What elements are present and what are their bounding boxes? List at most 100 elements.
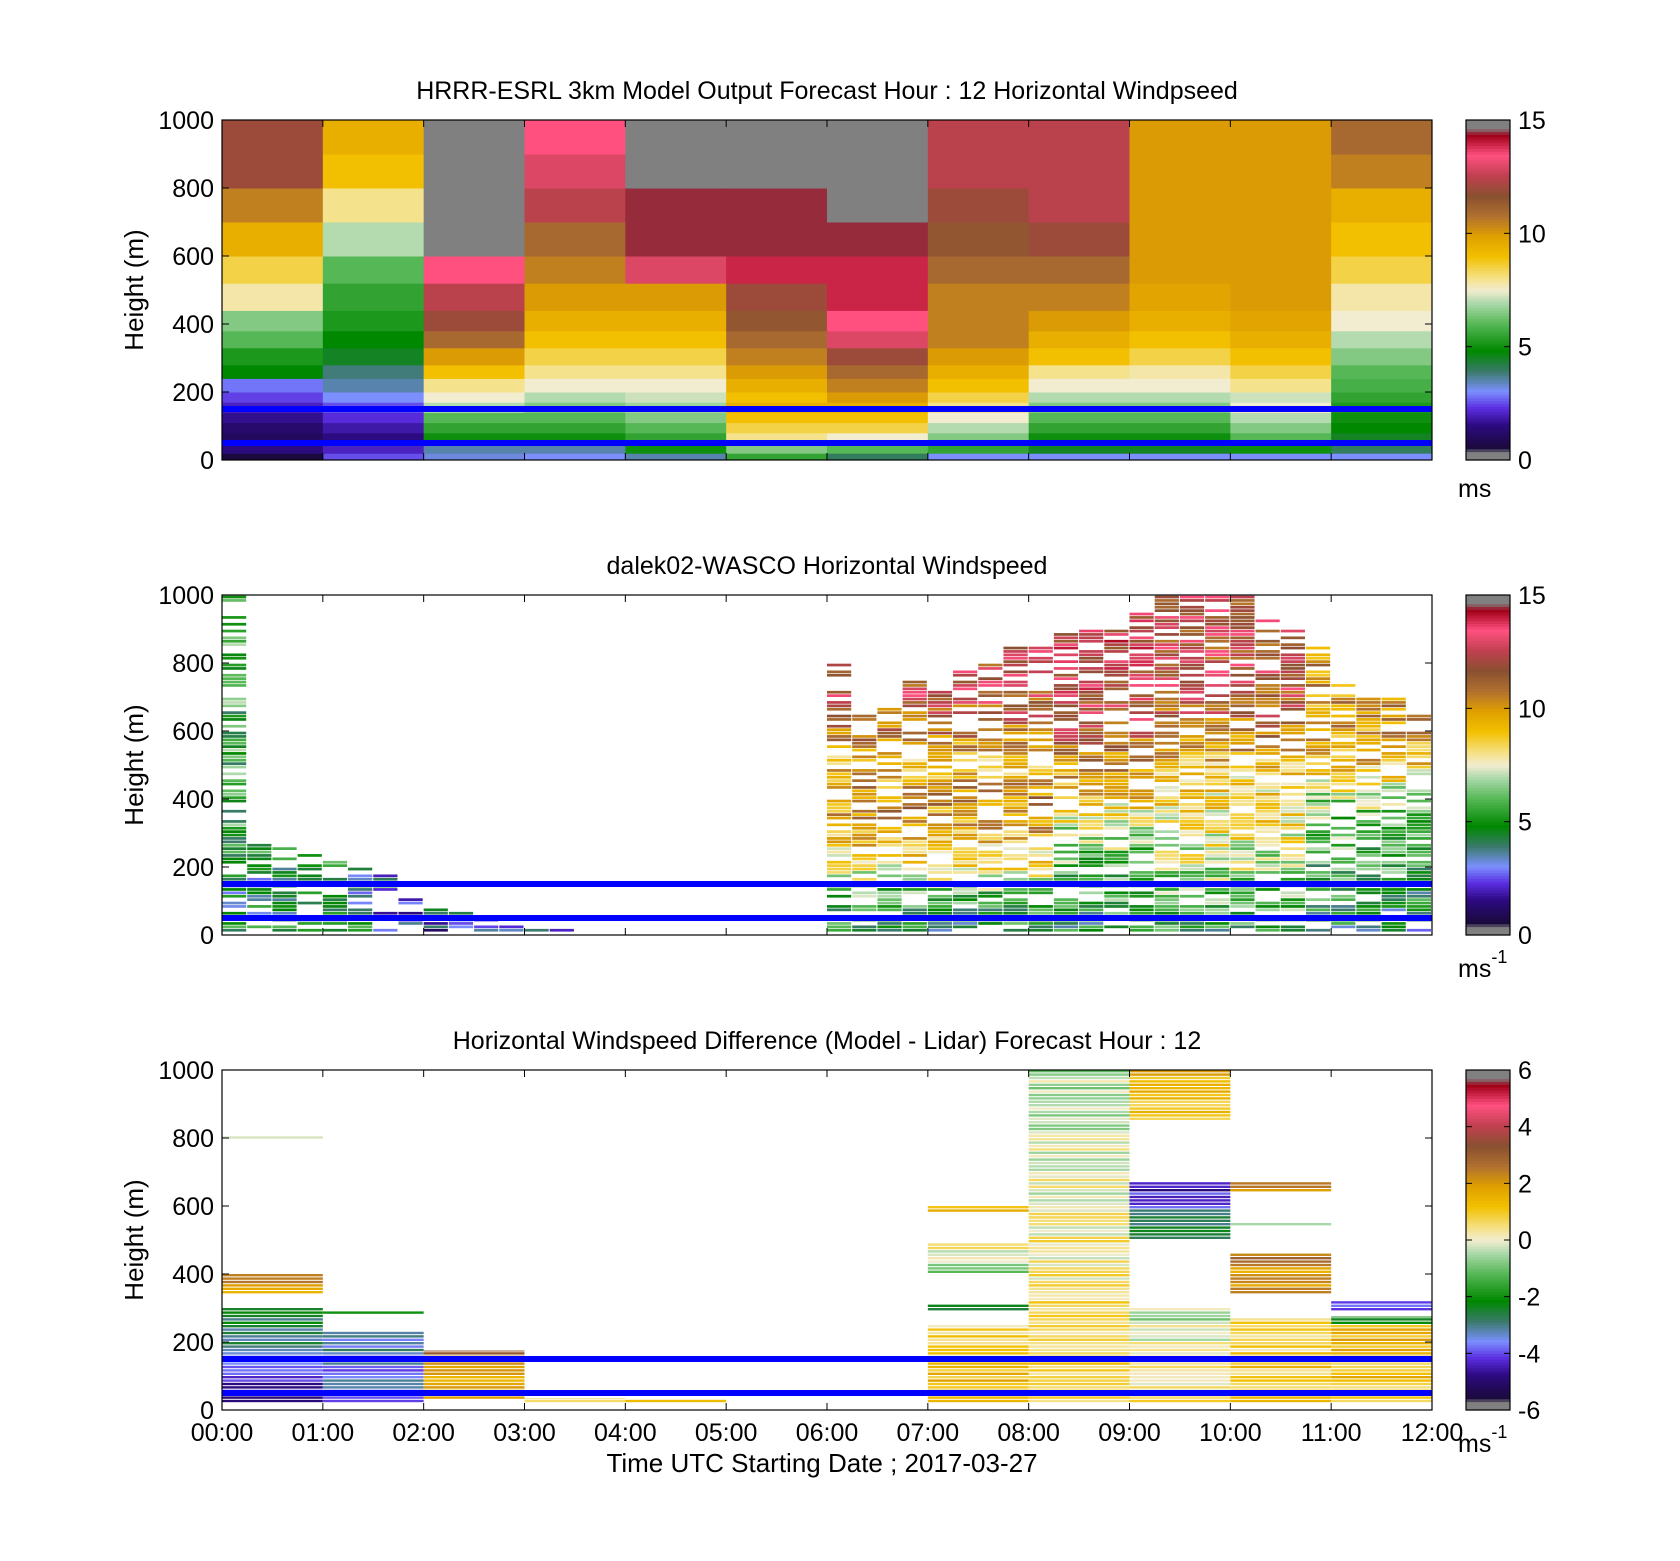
heatmap-cell xyxy=(1280,721,1305,725)
heatmap-cell xyxy=(1406,755,1431,759)
heatmap-cell xyxy=(1179,609,1205,612)
heatmap-cell xyxy=(222,364,324,379)
heatmap-cell xyxy=(978,677,1003,680)
heatmap-cell xyxy=(1305,728,1331,731)
heatmap-cell xyxy=(1230,860,1255,864)
heatmap-cell xyxy=(877,731,902,735)
heatmap-cell xyxy=(1053,908,1079,912)
colorbar-segment xyxy=(1466,1101,1510,1105)
heatmap-cell xyxy=(1255,792,1280,796)
colorbar-segment xyxy=(1466,380,1510,385)
heatmap-cell xyxy=(1381,888,1406,891)
heatmap-cell xyxy=(1028,830,1053,833)
heatmap-cell xyxy=(1381,697,1406,701)
colorbar-segment xyxy=(1466,346,1510,351)
heatmap-cell xyxy=(1104,704,1129,708)
heatmap-cell xyxy=(1255,643,1280,646)
colorbar-segment xyxy=(1466,728,1510,732)
heatmap-cell xyxy=(1280,877,1305,881)
heatmap-cell xyxy=(348,922,373,925)
heatmap-cell xyxy=(297,864,322,867)
heatmap-cell xyxy=(1508,762,1532,765)
heatmap-cell xyxy=(1079,792,1104,796)
heatmap-cell xyxy=(1331,843,1356,847)
colorbar-segment xyxy=(1466,790,1510,794)
heatmap-cell xyxy=(1356,888,1381,891)
heatmap-cell xyxy=(927,803,953,806)
heatmap-cell xyxy=(1280,847,1305,850)
heatmap-cell xyxy=(1003,908,1028,912)
heatmap-cell xyxy=(1356,803,1381,806)
heatmap-cell xyxy=(1508,779,1532,782)
colorbar-segment xyxy=(1466,867,1510,871)
colorbar-segment xyxy=(1466,355,1510,359)
heatmap-cell xyxy=(1205,782,1230,786)
heatmap-cell xyxy=(1028,1345,1130,1348)
heatmap-cell xyxy=(1230,1182,1332,1185)
heatmap-cell xyxy=(1028,697,1053,701)
heatmap-cell xyxy=(877,735,902,738)
heatmap-cell xyxy=(1104,680,1129,684)
heatmap-cell xyxy=(1028,1287,1130,1290)
heatmap-cell xyxy=(272,847,297,850)
heatmap-cell xyxy=(1406,905,1431,908)
heatmap-cell xyxy=(1230,697,1255,701)
heatmap-cell xyxy=(1053,877,1079,881)
heatmap-cell xyxy=(1079,823,1104,827)
heatmap-cell xyxy=(1028,1280,1130,1284)
heatmap-cell xyxy=(1280,813,1305,816)
colorbar-segment xyxy=(1466,671,1510,675)
colorbar-segment xyxy=(1466,244,1510,249)
colorbar-segment xyxy=(1466,1291,1510,1295)
heatmap-cell xyxy=(222,1314,323,1318)
heatmap-cell xyxy=(1179,758,1205,762)
heatmap-cell xyxy=(953,786,978,789)
heatmap-cell xyxy=(978,738,1003,742)
heatmap-cell xyxy=(1003,847,1028,850)
x-tick-label: 10:00 xyxy=(1199,1419,1262,1447)
heatmap-cell xyxy=(272,874,297,878)
heatmap-cell xyxy=(1381,701,1406,704)
heatmap-cell xyxy=(1179,639,1205,643)
heatmap-cell xyxy=(1205,775,1230,779)
heatmap-cell xyxy=(827,840,852,844)
heatmap-cell xyxy=(1154,894,1179,898)
heatmap-cell xyxy=(423,1369,525,1372)
heatmap-cell xyxy=(902,847,927,850)
heatmap-cell xyxy=(1508,861,1532,864)
heatmap-cell xyxy=(1255,748,1280,752)
heatmap-cell xyxy=(953,809,978,813)
heatmap-cell xyxy=(927,911,953,915)
heatmap-cell xyxy=(1028,1141,1130,1144)
heatmap-cell xyxy=(1331,731,1356,735)
heatmap-cell xyxy=(1230,680,1255,684)
heatmap-cell xyxy=(1356,782,1381,786)
colorbar-segment xyxy=(1466,654,1510,658)
heatmap-cell xyxy=(1129,718,1154,721)
colorbar-segment xyxy=(1466,702,1510,707)
heatmap-cell xyxy=(1356,718,1381,721)
heatmap-cell xyxy=(1331,833,1356,837)
heatmap-cell xyxy=(978,758,1003,762)
colorbar-segment xyxy=(1466,665,1510,670)
heatmap-cell xyxy=(222,745,247,748)
heatmap-cell xyxy=(1255,806,1280,810)
heatmap-cell xyxy=(1331,1316,1432,1318)
heatmap-cell xyxy=(1331,707,1356,711)
heatmap-cell xyxy=(1280,867,1305,871)
heatmap-cell xyxy=(1129,1070,1231,1073)
y-axis-label: Height (m) xyxy=(119,1179,149,1300)
heatmap-cell xyxy=(902,911,927,915)
colorbar-segment xyxy=(1466,750,1510,755)
heatmap-cell xyxy=(1305,837,1331,840)
heatmap-cell xyxy=(953,789,978,793)
heatmap-cell xyxy=(1079,701,1104,704)
colorbar-segment xyxy=(1466,304,1510,308)
colorbar-segment xyxy=(1466,1072,1510,1077)
colorbar-segment xyxy=(1466,287,1510,291)
heatmap-cell xyxy=(1179,796,1205,799)
heatmap-cell xyxy=(827,762,852,765)
heatmap-cell xyxy=(1028,1151,1130,1154)
heatmap-cell xyxy=(1331,888,1356,891)
